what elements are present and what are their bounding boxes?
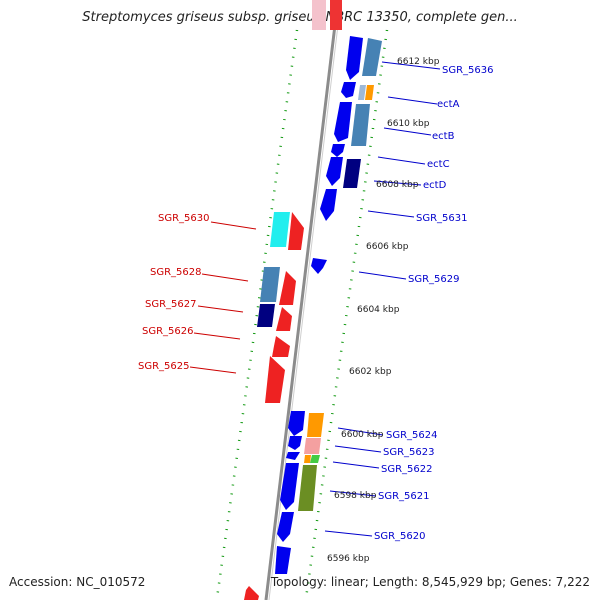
reverse-genes[interactable] bbox=[244, 212, 304, 600]
gene-SGR_5631[interactable] bbox=[320, 189, 337, 221]
gene-SGR_5621-b[interactable] bbox=[298, 465, 317, 511]
kbp-label: 6596 kbp bbox=[327, 554, 370, 564]
gene-SGR_5628-b[interactable] bbox=[279, 271, 296, 305]
label-leaders bbox=[189, 61, 441, 537]
kbp-label: 6604 kbp bbox=[357, 305, 400, 315]
gene-label-SGR_5624[interactable]: SGR_5624 bbox=[386, 430, 438, 441]
gene-SGR_5620[interactable] bbox=[277, 512, 294, 542]
gene-ectC[interactable] bbox=[331, 144, 345, 157]
gene-label-ectD[interactable]: ectD bbox=[423, 180, 447, 191]
gene-ectD-b[interactable] bbox=[343, 159, 361, 188]
gene-label-SGR_5628[interactable]: SGR_5628 bbox=[150, 267, 202, 278]
gene-ectA-a[interactable] bbox=[341, 82, 356, 98]
gene-label-SGR_5622[interactable]: SGR_5622 bbox=[381, 464, 433, 475]
gene-SGR_5623-b[interactable] bbox=[304, 438, 321, 454]
kbp-label: 6610 kbp bbox=[387, 119, 430, 129]
gene-SGR_5628-a[interactable] bbox=[260, 267, 280, 302]
forward-gene-labels[interactable]: SGR_5636 ectA ectB ectC ectD SGR_5631 SG… bbox=[374, 65, 494, 542]
gene-label-ectC[interactable]: ectC bbox=[427, 159, 450, 170]
kbp-labels: 6612 kbp 6610 kbp 6608 kbp 6606 kbp 6604… bbox=[327, 57, 440, 564]
top-partial-genes bbox=[312, 0, 342, 30]
gene-ectA-c[interactable] bbox=[365, 85, 374, 100]
map-title: Streptomyces griseus subsp. griseus NBRC… bbox=[82, 10, 518, 25]
gene-SGR_5624-b[interactable] bbox=[307, 413, 324, 437]
gene-label-SGR_5621[interactable]: SGR_5621 bbox=[378, 491, 430, 502]
gene-SGR_5626[interactable] bbox=[272, 336, 290, 357]
gene-ectA-b[interactable] bbox=[358, 85, 366, 100]
gene-label-SGR_5630[interactable]: SGR_5630 bbox=[158, 213, 210, 224]
gene-bottom-blue[interactable] bbox=[275, 546, 291, 574]
gene-SGR_5623-a[interactable] bbox=[288, 436, 302, 450]
gene-label-SGR_5623[interactable]: SGR_5623 bbox=[383, 447, 435, 458]
kbp-label: 6602 kbp bbox=[349, 367, 392, 377]
gene-label-SGR_5626[interactable]: SGR_5626 bbox=[142, 326, 194, 337]
gene-label-SGR_5627[interactable]: SGR_5627 bbox=[145, 299, 197, 310]
gene-ectB-b[interactable] bbox=[351, 104, 370, 146]
gene-label-SGR_5625[interactable]: SGR_5625 bbox=[138, 361, 190, 372]
gene-SGR_5624-a[interactable] bbox=[288, 411, 305, 436]
gene-SGR_5627-b[interactable] bbox=[276, 307, 292, 331]
gene-label-SGR_5620[interactable]: SGR_5620 bbox=[374, 531, 426, 542]
gene-SGR_5630-b[interactable] bbox=[288, 212, 304, 250]
gene-bottom-red[interactable] bbox=[244, 586, 259, 600]
gene-SGR_5621-a[interactable] bbox=[280, 463, 299, 510]
kbp-label: 6608 kbp bbox=[376, 180, 419, 190]
gene-SGR_5625[interactable] bbox=[265, 356, 285, 403]
gene-SGR_5622-b[interactable] bbox=[304, 455, 311, 463]
gene-label-SGR_5636[interactable]: SGR_5636 bbox=[442, 65, 494, 76]
kbp-label: 6606 kbp bbox=[366, 242, 409, 252]
gene-ectB-a[interactable] bbox=[334, 102, 352, 142]
gene-SGR_5629[interactable] bbox=[311, 258, 327, 274]
gene-SGR_5622-a[interactable] bbox=[286, 452, 300, 460]
kbp-label: 6612 kbp bbox=[397, 57, 440, 67]
gene-label-SGR_5629[interactable]: SGR_5629 bbox=[408, 274, 460, 285]
reverse-gene-labels[interactable]: SGR_5630 SGR_5628 SGR_5627 SGR_5626 SGR_… bbox=[138, 213, 210, 372]
gene-SGR_5630-a[interactable] bbox=[270, 212, 290, 247]
genome-summary-text: Topology: linear; Length: 8,545,929 bp; … bbox=[270, 575, 590, 589]
gene-label-ectA[interactable]: ectA bbox=[437, 99, 460, 110]
gene-SGR_5627-a[interactable] bbox=[257, 304, 275, 327]
gene-SGR_5636-a[interactable] bbox=[346, 36, 363, 80]
kbp-label: 6598 kbp bbox=[334, 491, 377, 501]
gene-ectD-a[interactable] bbox=[326, 157, 343, 186]
accession-text: Accession: NC_010572 bbox=[9, 575, 146, 589]
kbp-label: 6600 kbp bbox=[341, 430, 384, 440]
gene-label-SGR_5631[interactable]: SGR_5631 bbox=[416, 213, 468, 224]
gene-SGR_5622-c[interactable] bbox=[310, 455, 320, 463]
gene-SGR_5636-b[interactable] bbox=[362, 38, 382, 76]
gene-label-ectB[interactable]: ectB bbox=[432, 131, 455, 142]
forward-genes[interactable] bbox=[275, 36, 382, 574]
